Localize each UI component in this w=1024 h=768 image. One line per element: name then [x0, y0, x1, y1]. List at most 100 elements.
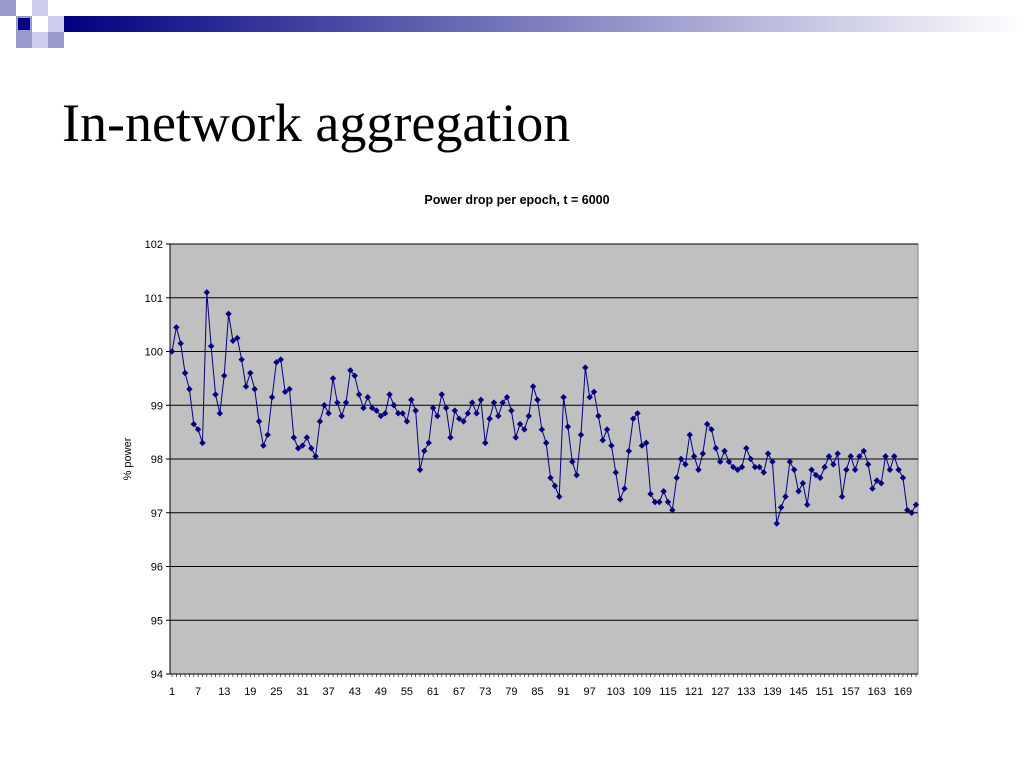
header-decoration — [0, 0, 1024, 48]
data-point — [734, 466, 741, 473]
data-point — [381, 410, 389, 417]
data-point — [808, 466, 815, 473]
data-point — [273, 359, 280, 366]
data-point — [442, 404, 450, 412]
data-point — [621, 485, 628, 492]
data-point — [569, 458, 576, 465]
data-point — [247, 369, 254, 377]
series-line — [171, 292, 917, 524]
data-point — [342, 399, 350, 406]
x-tick-label: 25 — [270, 686, 282, 698]
data-point — [564, 423, 572, 430]
data-point — [299, 442, 306, 449]
gridlines — [170, 243, 918, 621]
x-tick-label: 97 — [584, 686, 596, 698]
data-point — [542, 439, 550, 447]
data-point — [495, 412, 502, 420]
data-point — [777, 504, 785, 511]
data-point — [760, 469, 767, 476]
data-point — [386, 391, 393, 398]
data-point — [738, 463, 746, 471]
data-point — [795, 488, 802, 495]
data-point — [664, 498, 672, 506]
data-point — [216, 410, 224, 417]
x-axis-ticks: 1 7 13 19 25 31 37 43 49 55 61 67 73 79 85 91 97 103 109 11… — [169, 674, 917, 698]
data-point — [799, 479, 807, 487]
data-point — [429, 404, 437, 412]
data-point — [316, 418, 324, 425]
data-point — [238, 356, 245, 363]
x-tick-label: 163 — [868, 686, 886, 698]
data-point — [203, 289, 211, 296]
data-point — [277, 356, 284, 363]
data-point — [573, 471, 580, 479]
data-point — [321, 402, 328, 409]
data-point — [717, 458, 724, 465]
data-point — [255, 418, 263, 425]
data-point — [268, 393, 276, 401]
data-point — [782, 493, 789, 500]
data-point — [338, 412, 345, 420]
data-point — [804, 501, 811, 508]
x-tick-label: 133 — [737, 686, 755, 698]
data-point — [534, 396, 541, 404]
data-point — [525, 412, 532, 420]
data-point — [547, 474, 554, 482]
x-tick-label: 109 — [633, 686, 651, 698]
data-point — [290, 434, 298, 441]
data-point — [194, 426, 202, 433]
data-point — [634, 410, 641, 417]
data-point — [895, 466, 902, 473]
data-point — [886, 466, 894, 473]
data-point — [207, 342, 215, 350]
x-tick-label: 121 — [685, 686, 703, 698]
data-point — [486, 415, 493, 422]
data-point — [551, 482, 559, 490]
data-point — [834, 450, 841, 457]
data-point — [616, 496, 624, 503]
data-point — [234, 334, 241, 342]
data-point — [434, 412, 441, 420]
data-point — [612, 469, 619, 476]
data-point — [373, 407, 380, 414]
data-point — [643, 439, 650, 447]
slide-title: In-network aggregation — [62, 93, 571, 153]
data-point — [843, 466, 850, 473]
data-point — [482, 439, 489, 447]
x-tick-label: 73 — [479, 686, 491, 698]
data-point — [260, 442, 267, 449]
data-point — [242, 383, 250, 390]
y-tick-label: 102 — [145, 239, 163, 251]
data-point — [251, 385, 258, 393]
data-point — [586, 393, 593, 401]
data-point — [264, 431, 271, 439]
x-tick-label: 91 — [557, 686, 569, 698]
data-point — [891, 453, 898, 460]
data-point — [790, 466, 798, 473]
data-point — [638, 442, 646, 449]
data-point — [186, 385, 193, 393]
x-tick-label: 13 — [218, 686, 230, 698]
data-point — [303, 434, 311, 441]
chart-title: Power drop per epoch, t = 6000 — [424, 193, 609, 207]
x-tick-label: 145 — [789, 686, 807, 698]
data-point — [368, 404, 376, 412]
data-point — [860, 447, 867, 455]
data-point — [899, 474, 907, 482]
x-tick-label: 139 — [763, 686, 781, 698]
y-tick-label: 96 — [151, 562, 163, 574]
data-point — [455, 415, 463, 422]
y-tick-label: 101 — [145, 293, 163, 305]
data-point — [329, 375, 337, 382]
data-point — [560, 393, 567, 401]
data-point — [764, 450, 772, 457]
data-point — [682, 461, 689, 468]
data-point — [821, 463, 828, 471]
data-point — [825, 453, 833, 460]
data-point — [864, 461, 872, 468]
x-tick-label: 19 — [244, 686, 256, 698]
x-tick-label: 157 — [842, 686, 860, 698]
data-point — [699, 450, 707, 457]
x-tick-label: 79 — [505, 686, 517, 698]
